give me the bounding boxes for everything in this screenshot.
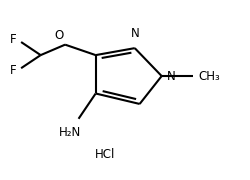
Text: CH₃: CH₃	[198, 69, 220, 83]
Text: F: F	[10, 33, 16, 46]
Text: O: O	[54, 29, 63, 42]
Text: HCl: HCl	[95, 148, 116, 161]
Text: N: N	[130, 27, 139, 40]
Text: F: F	[10, 64, 16, 77]
Text: N: N	[167, 69, 176, 83]
Text: H₂N: H₂N	[59, 126, 81, 139]
